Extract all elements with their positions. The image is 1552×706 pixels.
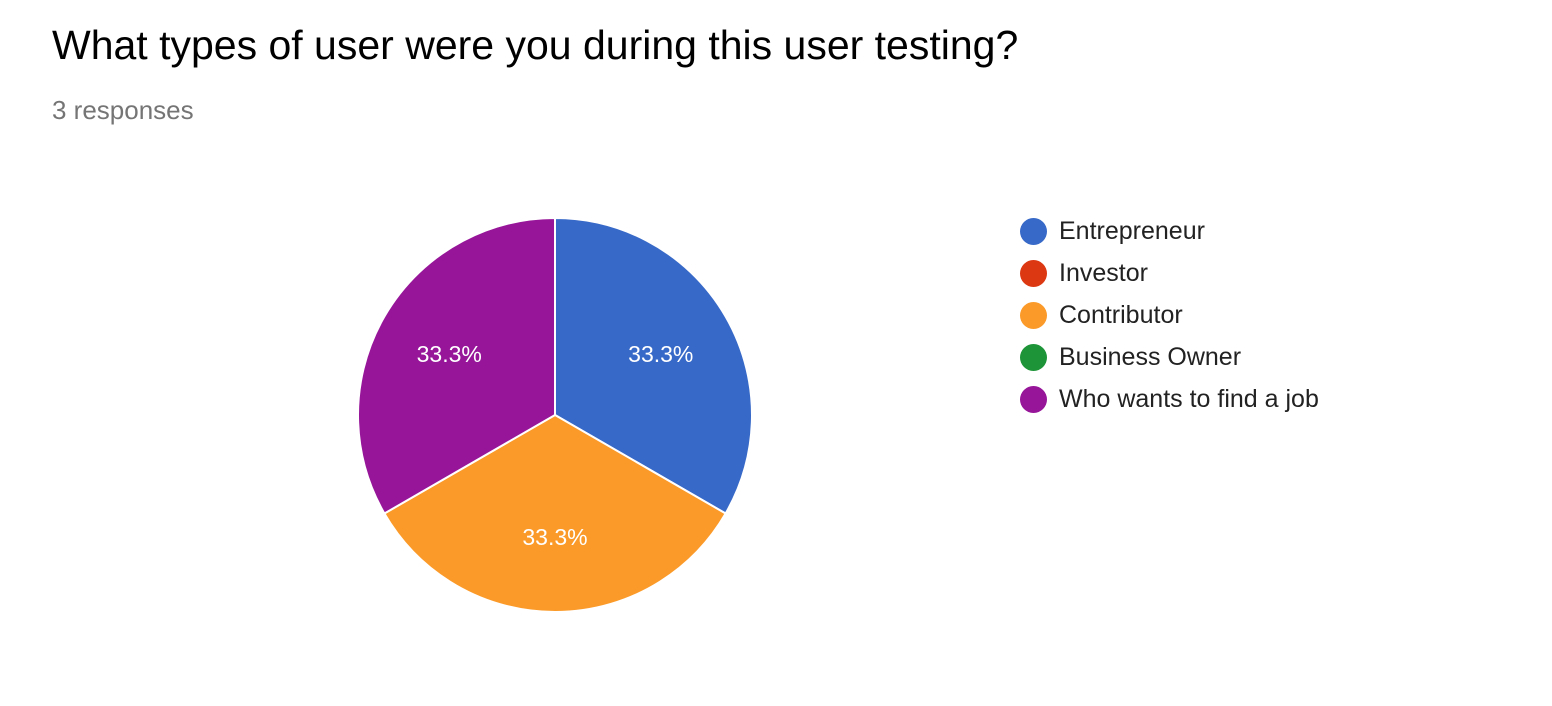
slice-label-contributor: 33.3%	[522, 524, 587, 550]
pie-slice-entrepreneur[interactable]	[554, 217, 753, 515]
legend-item-contributor[interactable]: Contributor	[1020, 294, 1319, 336]
legend-label-business-owner: Business Owner	[1059, 342, 1242, 371]
legend-item-business-owner[interactable]: Business Owner	[1020, 336, 1319, 378]
legend-item-investor[interactable]: Investor	[1020, 252, 1319, 294]
chart-legend: Entrepreneur Investor Contributor Business …	[1020, 210, 1319, 420]
legend-item-entrepreneur[interactable]: Entrepreneur	[1020, 210, 1319, 252]
pie-slice-who-wants-to-find-a-job[interactable]	[357, 217, 556, 515]
pie-labels: 33.3% 33.3% 33.3%	[417, 341, 694, 550]
legend-swatch-entrepreneur	[1020, 217, 1047, 245]
legend-label-entrepreneur: Entrepreneur	[1059, 216, 1205, 245]
pie-slices	[357, 217, 753, 613]
legend-swatch-business-owner	[1020, 343, 1047, 371]
legend-label-contributor: Contributor	[1059, 300, 1183, 329]
legend-label-investor: Investor	[1059, 258, 1148, 287]
legend-swatch-contributor	[1020, 301, 1047, 329]
pie-chart: 33.3% 33.3% 33.3%	[357, 217, 753, 613]
legend-swatch-who-wants-to-find-a-job	[1020, 385, 1047, 413]
legend-swatch-investor	[1020, 259, 1047, 287]
slice-label-entrepreneur: 33.3%	[628, 341, 693, 367]
legend-item-who-wants-to-find-a-job[interactable]: Who wants to find a job	[1020, 378, 1319, 420]
legend-label-who-wants-to-find-a-job: Who wants to find a job	[1059, 384, 1319, 413]
page-title: What types of user were you during this …	[52, 22, 1019, 68]
slice-label-who-wants-to-find-a-job: 33.3%	[417, 341, 482, 367]
response-count: 3 responses	[52, 95, 194, 125]
